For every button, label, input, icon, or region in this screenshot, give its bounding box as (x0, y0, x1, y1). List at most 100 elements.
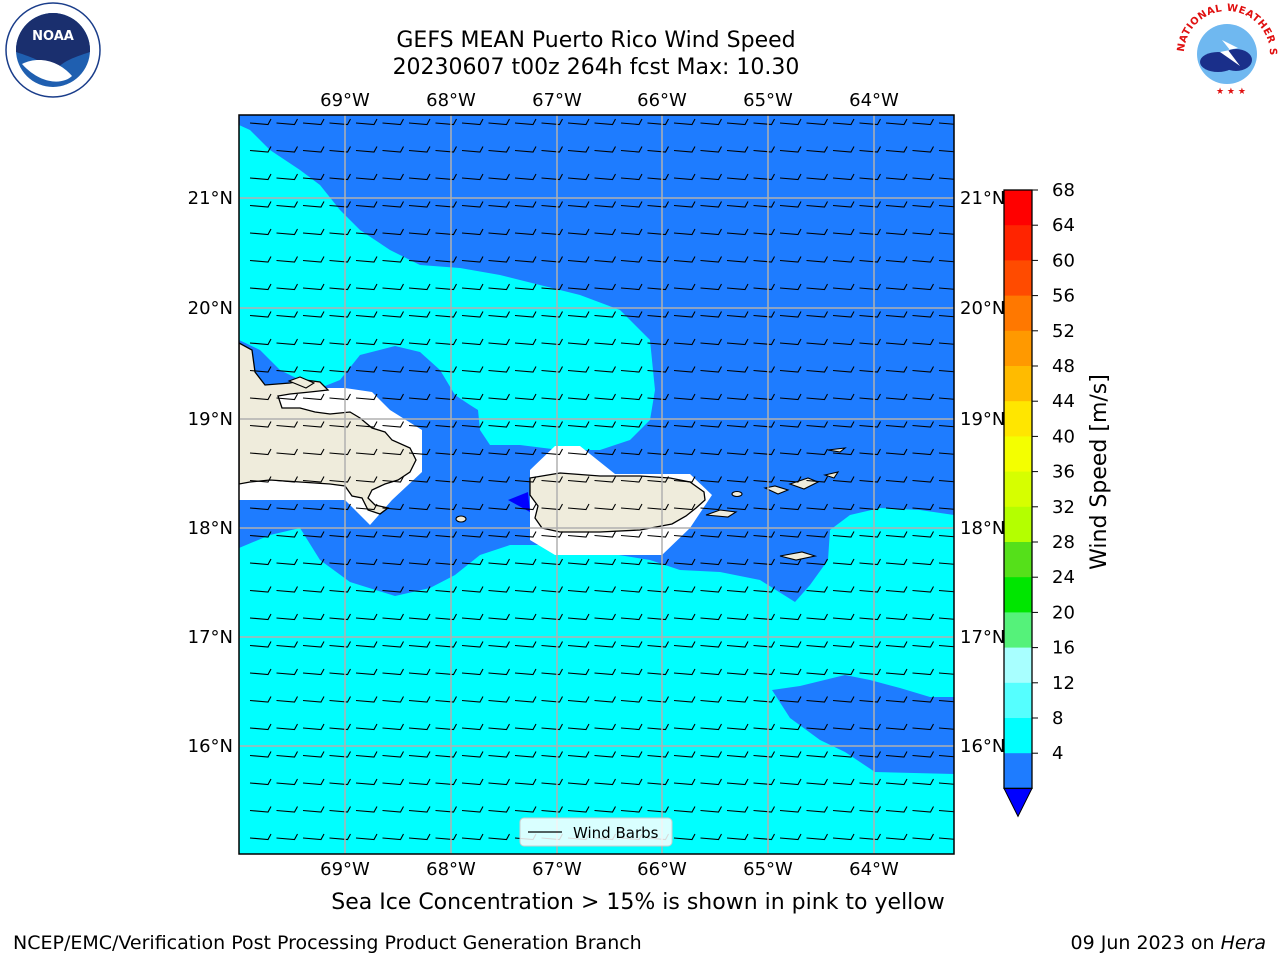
wind-barb (461, 256, 484, 263)
wind-barb (700, 586, 722, 593)
wind-barb (382, 393, 404, 401)
wind-barb (700, 256, 722, 263)
wind-barb (726, 366, 749, 373)
wind-barb (329, 806, 351, 813)
wind-barb (408, 256, 431, 263)
wind-barb (753, 723, 775, 731)
wind-barb (938, 699, 954, 703)
wind-barb (355, 613, 378, 621)
wind-barb (382, 586, 404, 593)
wind-barb (594, 366, 616, 373)
wind-barb (249, 668, 272, 676)
wind-barb (885, 118, 908, 126)
wind-barb (382, 311, 404, 318)
wind-barb (673, 778, 696, 786)
wind-barb (355, 256, 378, 263)
wind-barb (779, 586, 802, 593)
wind-barb (726, 751, 749, 758)
wind-barb (594, 668, 616, 676)
wind-barb (620, 173, 643, 181)
wind-barb (753, 696, 775, 703)
wind-barb (885, 201, 908, 208)
wind-barb (859, 283, 881, 291)
wind-barb (647, 613, 669, 621)
wind-barb (488, 476, 510, 483)
wind-barb (541, 806, 563, 813)
wind-barb (620, 338, 643, 346)
wind-barb (859, 531, 881, 538)
wind-barb (461, 201, 484, 208)
wind-barb (806, 393, 828, 401)
wind-barb (541, 338, 563, 346)
wind-barb (912, 173, 934, 181)
wind-barb (461, 476, 484, 483)
colorbar-segment (1004, 718, 1032, 754)
wind-barb (302, 366, 325, 373)
wind-barb (806, 366, 828, 373)
wind-barb (832, 806, 855, 813)
wind-barb (249, 393, 272, 401)
wind-barb (806, 668, 828, 676)
wind-barb (567, 641, 590, 648)
wind-barb (912, 421, 934, 428)
wind-barb (753, 338, 775, 346)
noaa-logo-text: NOAA (32, 29, 74, 44)
wind-barb (832, 668, 855, 676)
wind-barb (647, 531, 669, 538)
wind-band-below-4 (508, 492, 530, 512)
wind-barb (885, 613, 908, 621)
wind-barb (329, 778, 351, 786)
wind-barb (594, 723, 616, 731)
wind-barb (435, 613, 457, 621)
wind-barb (302, 201, 325, 208)
colorbar-tick-label: 20 (1052, 602, 1075, 623)
wind-barb (938, 727, 954, 730)
wind-barb (435, 668, 457, 676)
wind-barb (382, 503, 404, 511)
colorbar-tick-label: 4 (1052, 743, 1063, 764)
wind-barb (514, 806, 537, 813)
wind-barb (938, 177, 954, 180)
wind-barb (806, 228, 828, 236)
wind-barb (620, 448, 643, 456)
wind-barb (885, 723, 908, 731)
wind-barb (938, 149, 954, 153)
wind-barb (355, 393, 378, 401)
wind-barb (885, 806, 908, 813)
wind-barb (938, 809, 954, 813)
wind-barb (938, 644, 954, 648)
wind-barb (355, 311, 378, 318)
wind-barb (859, 393, 881, 401)
wind-barb (806, 503, 828, 511)
wind-barb (700, 476, 722, 483)
wind-barb (488, 338, 510, 346)
wind-barb (382, 531, 404, 538)
wind-barb (673, 531, 696, 538)
wind-barb (435, 723, 457, 731)
wind-barb (806, 146, 828, 153)
wind-barb (673, 366, 696, 373)
wind-barb (435, 338, 457, 346)
wind-barb (249, 448, 272, 456)
wind-barb (726, 778, 749, 786)
wind-barb (938, 232, 954, 235)
wind-barb (647, 173, 669, 181)
wind-barb (382, 256, 404, 263)
wind-barb (302, 641, 325, 648)
wind-barb (461, 503, 484, 511)
wind-barb (355, 146, 378, 153)
wind-barb (382, 476, 404, 483)
wind-barb (514, 448, 537, 456)
wind-barb (594, 201, 616, 208)
wind-barb (594, 531, 616, 538)
wind-barb (567, 503, 590, 511)
colorbar-tick-label: 52 (1052, 321, 1075, 342)
wind-barb (541, 723, 563, 731)
colorbar-segment (1004, 753, 1032, 789)
wind-barb (355, 723, 378, 731)
wind-barb (514, 696, 537, 703)
colorbar-tick-label: 24 (1052, 567, 1075, 588)
colorbar-tick-label: 28 (1052, 532, 1075, 553)
wind-barb (753, 393, 775, 401)
wind-barb (382, 833, 404, 841)
